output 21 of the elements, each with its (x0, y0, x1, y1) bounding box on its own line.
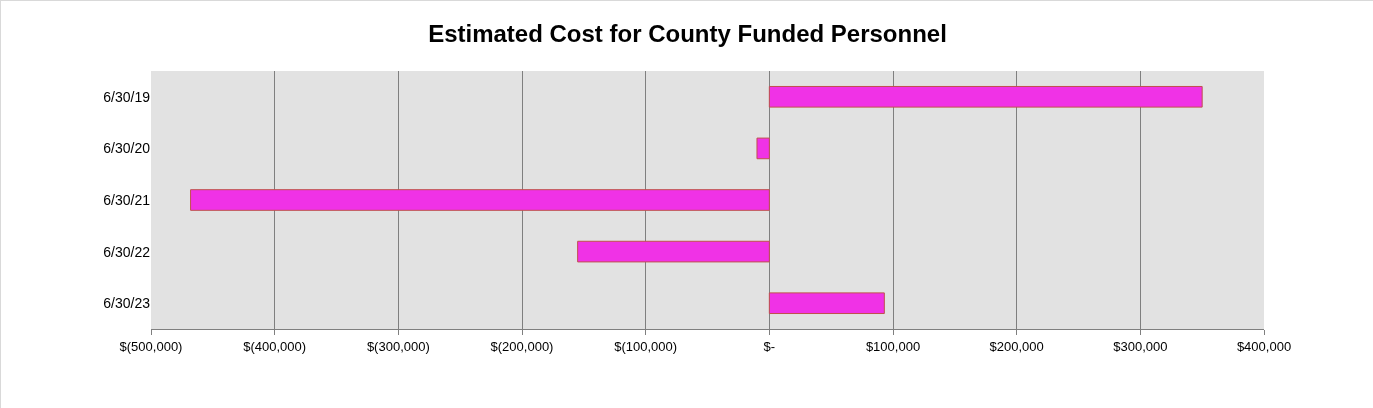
bar (190, 189, 770, 211)
bar (768, 292, 885, 315)
x-tick-label: $(300,000) (366, 338, 430, 354)
bar (756, 137, 770, 160)
x-tick-label: $100,000 (865, 338, 921, 354)
x-tick-label: $(200,000) (490, 338, 554, 354)
x-tick-label: $(400,000) (243, 338, 307, 354)
x-tick-label: $- (763, 338, 776, 354)
x-tick-label: $200,000 (989, 338, 1044, 354)
x-tick-label: $300,000 (1113, 338, 1168, 354)
bar (768, 85, 1203, 108)
chart-title: Estimated Cost for County Funded Personnel (428, 20, 947, 48)
x-tick-label: $(500,000) (119, 338, 183, 354)
x-tick-label: $(100,000) (614, 338, 678, 354)
y-tick-label: 6/30/22 (103, 243, 151, 260)
y-tick-label: 6/30/19 (103, 88, 151, 105)
y-tick-label: 6/30/23 (103, 295, 151, 312)
y-tick-label: 6/30/21 (103, 191, 151, 208)
bar (577, 240, 770, 263)
y-tick-label: 6/30/20 (103, 140, 151, 157)
x-tick-label: $400,000 (1236, 338, 1292, 354)
